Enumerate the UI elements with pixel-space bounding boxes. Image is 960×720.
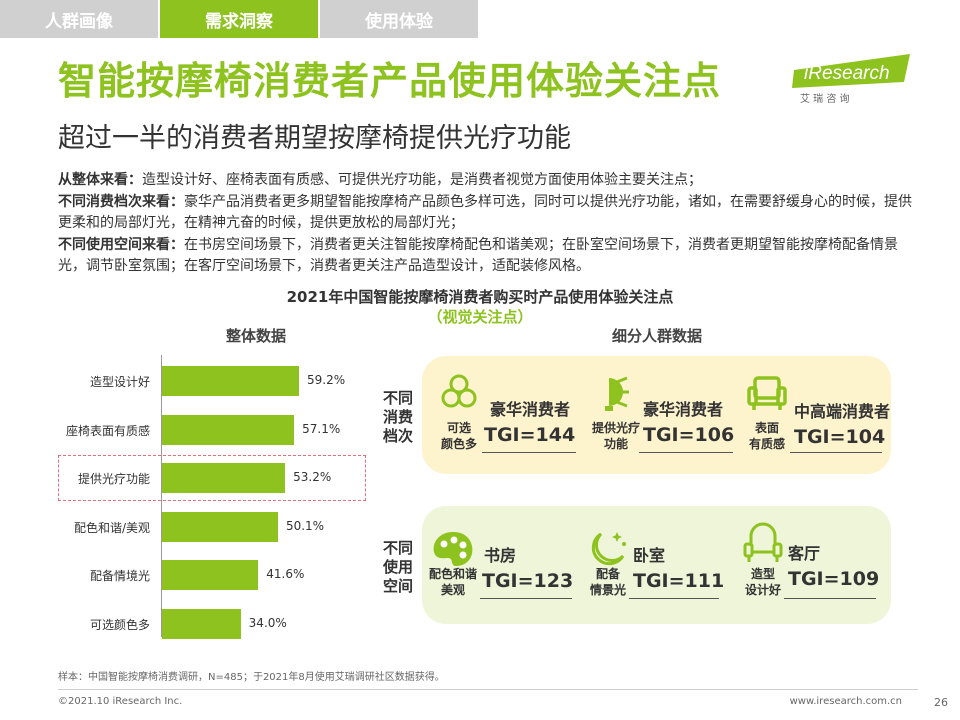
underline [790, 452, 882, 453]
armchair-outline-icon [742, 522, 784, 564]
tier-card-name: 中高端消费者 [794, 402, 891, 421]
bar [162, 414, 295, 445]
space-panel [422, 506, 891, 624]
bar-value-label: 41.6% [266, 567, 305, 581]
desc-space: 不同使用空间来看：在书房空间场景下，消费者更关注智能按摩椅配色和谐美观；在卧室空… [58, 236, 898, 275]
tier-card-name: 豪华消费者 [643, 400, 724, 419]
svg-text:艾 瑞 咨 询: 艾 瑞 咨 询 [800, 92, 850, 105]
overall-data-heading: 整体数据 [226, 327, 287, 345]
desc-overall: 从整体来看：造型设计好、座椅表面有质感、可提供光疗功能，是消费者视觉方面使用体验… [58, 172, 702, 188]
iresearch-logo: iResearch 艾 瑞 咨 询 [788, 50, 918, 108]
bar-category-label: 提供光疗功能 [77, 472, 150, 486]
page-subtitle: 超过一半的消费者期望按摩椅提供光疗功能 [58, 123, 571, 154]
tier-card-caption: 提供光疗 功能 [591, 421, 640, 451]
space-card-caption: 造型 设计好 [744, 567, 781, 597]
bar-category-label: 座椅表面有质感 [65, 423, 150, 438]
tier-card-tgi: TGI=144 [484, 424, 576, 446]
tier-card-name: 豪华消费者 [490, 400, 571, 419]
tab-persona[interactable]: 人群画像 [0, 0, 158, 38]
bar [162, 511, 278, 542]
color-palette-circles-icon [438, 372, 480, 414]
footer-divider [58, 689, 918, 690]
paint-palette-icon [430, 528, 476, 570]
underline [784, 598, 876, 599]
sample-note: 样本：中国智能按摩椅消费调研，N=485；于2021年8月使用艾瑞调研社区数据获… [58, 672, 445, 683]
space-card-tgi: TGI=111 [633, 570, 725, 592]
space-row-label: 不同使用空间 [383, 539, 414, 595]
underline [629, 598, 719, 599]
chart-subtitle: （视觉关注点） [427, 308, 533, 326]
bar-value-label: 57.1% [302, 421, 341, 436]
segment-data-heading: 细分人群数据 [612, 327, 703, 345]
bar [162, 463, 286, 493]
light-bulb-icon [595, 372, 637, 414]
space-card-tgi: TGI=109 [788, 568, 880, 590]
moon-stars-icon [587, 528, 629, 570]
bar [162, 560, 259, 590]
highlight-box [58, 455, 366, 501]
tier-row-label: 不同消费档次 [383, 389, 414, 445]
tier-panel [422, 356, 891, 474]
section-tabs: 人群画像 需求洞察 使用体验 [0, 0, 480, 38]
underline [482, 452, 576, 453]
bar-category-label: 可选颜色多 [89, 617, 150, 632]
space-card-name: 客厅 [788, 544, 821, 563]
desc-tier: 不同消费档次来看：豪华产品消费者更多期望智能按摩椅产品颜色多样可选，同时可以提供… [58, 193, 912, 232]
space-card-tgi: TGI=123 [482, 570, 574, 592]
tab-demand-insight[interactable]: 需求洞察 [160, 0, 318, 38]
page-title: 智能按摩椅消费者产品使用体验关注点 [58, 59, 722, 103]
bar-value-label: 59.2% [307, 373, 346, 387]
page-number: 26 [934, 696, 948, 709]
tier-card-tgi: TGI=106 [643, 424, 735, 446]
chart-axis [161, 355, 162, 637]
tab-usage-experience[interactable]: 使用体验 [320, 0, 478, 38]
underline [480, 598, 572, 599]
copyright: ©2021.10 iResearch Inc. [58, 696, 183, 707]
space-card-name: 卧室 [633, 546, 666, 565]
bar-category-label: 配备情境光 [89, 569, 150, 583]
description-block: 从整体来看：造型设计好、座椅表面有质感、可提供光疗功能，是消费者视觉方面使用体验… [58, 170, 918, 278]
bar [162, 366, 299, 396]
bar-value-label: 53.2% [293, 470, 332, 484]
svg-text:iResearch: iResearch [804, 63, 890, 84]
sofa-chair-icon [746, 372, 788, 414]
bar-value-label: 34.0% [248, 615, 287, 630]
bar-category-label: 造型设计好 [89, 375, 150, 389]
tier-card-caption: 可选 颜色多 [440, 421, 477, 451]
chart-title: 2021年中国智能按摩椅消费者购买时产品使用体验关注点 [286, 288, 674, 306]
space-card-caption: 配备 情景光 [589, 567, 626, 597]
underline [639, 452, 733, 453]
bar-category-label: 配色和谐/美观 [73, 520, 150, 535]
space-card-caption: 配色和谐 美观 [428, 567, 477, 597]
bar-value-label: 50.1% [285, 518, 325, 533]
tier-card-tgi: TGI=104 [794, 426, 886, 448]
tier-card-caption: 表面 有质感 [748, 421, 785, 451]
bar [162, 608, 241, 639]
site-url[interactable]: www.iresearch.com.cn [789, 696, 902, 707]
space-card-name: 书房 [484, 546, 517, 565]
